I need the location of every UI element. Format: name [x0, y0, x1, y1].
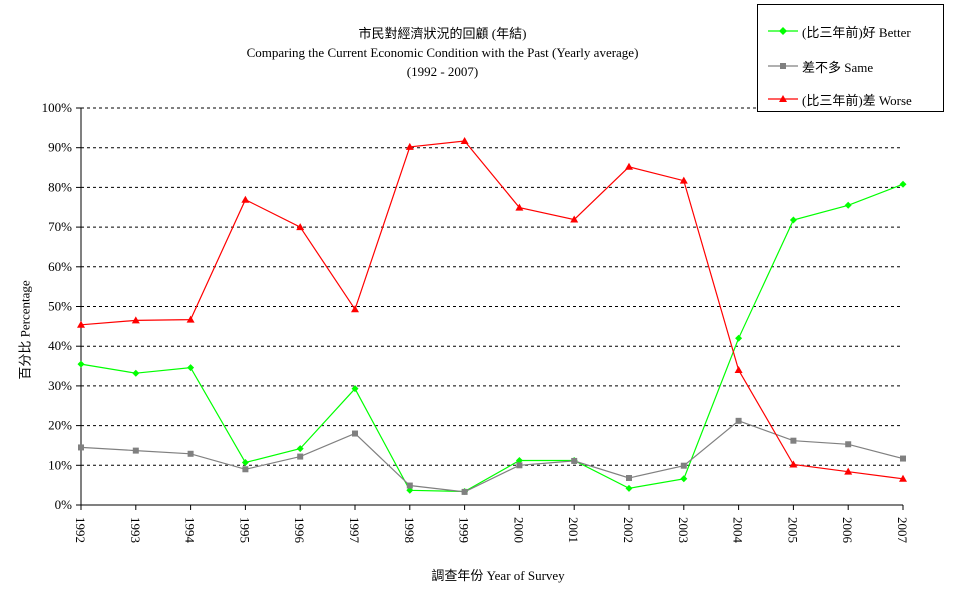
data-point-worse: [241, 195, 250, 203]
y-axis-label: 百分比 Percentage: [17, 280, 33, 380]
y-tick-label: 30%: [48, 378, 72, 393]
data-point-worse: [405, 142, 414, 150]
legend-label-better: (比三年前)好 Better: [802, 24, 911, 40]
data-point-same: [900, 455, 906, 462]
legend-label-worse: (比三年前)差 Worse: [802, 92, 912, 108]
data-point-worse: [515, 203, 524, 211]
chart-title: 市民對經濟狀況的回顧 (年結): [358, 26, 527, 41]
data-point-worse: [734, 366, 743, 374]
data-point-better: [241, 459, 249, 467]
data-point-better: [187, 364, 195, 372]
y-tick-label: 100%: [42, 100, 73, 115]
series-line-better: [80, 183, 904, 493]
data-point-better: [296, 445, 304, 453]
data-point-worse: [625, 162, 633, 170]
data-point-worse: [77, 320, 85, 328]
x-tick-label: 1999: [457, 517, 472, 543]
y-tick-label: 90%: [48, 140, 72, 155]
data-point-same: [187, 450, 194, 457]
x-tick-label: 1995: [237, 517, 252, 543]
x-tick-label: 2001: [566, 517, 581, 543]
legend-marker-same: [768, 63, 798, 69]
legend-item-same: 差不多 Same: [768, 56, 943, 76]
x-tick-label: 1996: [292, 517, 307, 544]
data-point-worse: [460, 136, 469, 144]
data-point-same: [406, 482, 413, 489]
chart-subtitle: Comparing the Current Economic Condition…: [246, 45, 639, 60]
data-point-same: [845, 441, 852, 448]
y-tick-label: 40%: [48, 338, 72, 353]
x-tick-label: 2006: [840, 517, 855, 544]
data-point-same: [516, 462, 523, 469]
x-axis-label: 調查年份 Year of Survey: [431, 568, 565, 583]
chart-title-block: 市民對經濟狀況的回顧 (年結) Comparing the Current Ec…: [0, 24, 885, 81]
data-point-same: [735, 417, 742, 424]
data-point-better: [844, 201, 852, 209]
legend-item-worse: (比三年前)差 Worse: [768, 89, 943, 109]
data-point-worse: [186, 315, 195, 323]
series-line-worse: [80, 140, 904, 480]
data-point-same: [790, 437, 797, 444]
data-point-worse: [679, 176, 688, 184]
data-point-better: [351, 385, 359, 393]
data-point-better: [132, 369, 140, 377]
x-tick-label: 2004: [731, 517, 746, 544]
y-tick-label: 80%: [48, 179, 72, 194]
data-point-same: [461, 488, 468, 495]
data-point-better: [899, 180, 907, 188]
x-tick-label: 2007: [895, 517, 910, 544]
data-point-same: [132, 447, 139, 454]
x-tick-label: 1997: [347, 517, 362, 544]
y-tick-label: 20%: [48, 418, 72, 433]
y-tick-label: 0%: [55, 497, 73, 512]
x-tick-label: 1993: [128, 517, 143, 543]
x-tick-label: 1998: [402, 517, 417, 543]
x-tick-label: 1994: [183, 517, 198, 544]
data-point-better: [789, 216, 797, 224]
data-point-same: [297, 453, 304, 460]
y-tick-label: 50%: [48, 299, 72, 314]
data-point-better: [735, 334, 743, 342]
y-tick-label: 70%: [48, 219, 72, 234]
legend-label-same: 差不多 Same: [802, 59, 874, 75]
legend-marker-worse: [768, 95, 798, 102]
data-point-worse: [351, 305, 359, 313]
data-point-worse: [844, 467, 853, 475]
data-point-better: [515, 457, 523, 465]
data-point-worse: [570, 215, 579, 223]
legend-marker-better: [768, 27, 798, 35]
data-point-worse: [899, 474, 907, 482]
x-tick-label: 2000: [511, 517, 526, 543]
data-point-same: [78, 444, 84, 451]
chart-legend: (比三年前)好 Better 差不多 Same (比三年前)差 Worse: [757, 4, 944, 112]
legend-item-better: (比三年前)好 Better: [768, 21, 943, 41]
y-tick-label: 60%: [48, 259, 72, 274]
x-tick-label: 1992: [73, 517, 88, 543]
series-line-same: [80, 420, 904, 493]
chart-period: (1992 - 2007): [406, 64, 479, 79]
data-point-worse: [131, 316, 140, 324]
x-tick-label: 2002: [621, 517, 636, 543]
data-point-better: [77, 360, 85, 368]
x-tick-label: 2003: [676, 517, 691, 543]
data-point-same: [242, 466, 249, 473]
data-point-same: [626, 475, 632, 482]
data-point-worse: [296, 223, 305, 231]
data-point-same: [571, 457, 578, 464]
data-point-same: [352, 430, 358, 437]
y-tick-label: 10%: [48, 457, 72, 472]
data-point-better: [680, 475, 688, 483]
data-point-better: [406, 486, 414, 494]
data-point-same: [680, 462, 687, 469]
data-point-better: [625, 484, 633, 492]
x-tick-label: 2005: [785, 517, 800, 543]
data-point-worse: [789, 460, 798, 468]
